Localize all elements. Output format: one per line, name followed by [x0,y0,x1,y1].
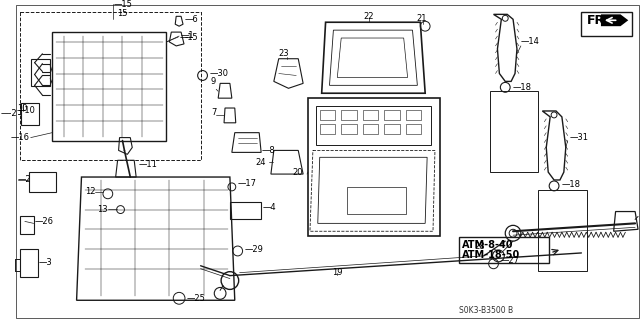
Text: 12: 12 [84,187,95,196]
Polygon shape [601,14,628,26]
Text: ATM-18-50: ATM-18-50 [462,250,520,260]
Bar [31,59,50,86]
Text: ATM-8-40: ATM-8-40 [462,240,514,250]
Text: 19: 19 [332,268,342,277]
Text: —8: —8 [261,146,275,155]
Text: 15: 15 [116,9,127,18]
Text: —29: —29 [244,244,264,254]
Bar [347,187,406,214]
Text: —25: —25 [187,294,206,303]
Text: 28: 28 [474,241,484,250]
Bar [384,110,400,120]
Bar [20,217,34,234]
Text: —11: —11 [138,160,157,169]
Text: 22: 22 [364,12,374,21]
Text: —26: —26 [35,217,54,226]
Text: —16: —16 [11,133,29,142]
Bar [460,237,549,263]
Text: —4: —4 [263,203,276,212]
Bar [230,202,261,219]
Text: —2: —2 [18,175,31,184]
Text: 7: 7 [211,108,216,117]
Bar [341,110,357,120]
Bar [363,124,378,134]
Text: —1: —1 [179,33,193,41]
Text: S0K3-B3500 B: S0K3-B3500 B [460,306,513,315]
Text: —31: —31 [570,133,589,142]
Text: 13: 13 [97,205,108,214]
Bar [538,190,588,271]
Text: 21: 21 [416,14,426,23]
Bar [581,12,632,36]
Bar [490,91,538,172]
Text: 23: 23 [278,49,289,58]
Bar [341,124,357,134]
Text: —18: —18 [562,181,581,189]
Bar [320,110,335,120]
Bar [384,124,400,134]
Text: —14: —14 [521,37,540,47]
Text: 10: 10 [17,104,28,113]
Text: 9: 9 [211,77,216,86]
Text: —5: —5 [185,33,198,41]
Text: —18: —18 [513,83,532,92]
Bar [363,110,378,120]
Bar [21,103,38,125]
Text: —6: —6 [185,15,199,24]
Text: —17: —17 [237,179,257,189]
Text: FR.: FR. [588,14,611,27]
Text: —1: —1 [180,31,194,40]
Text: 20: 20 [292,167,303,177]
Bar [406,110,421,120]
Bar [29,172,56,192]
Bar [316,106,431,145]
Text: —3: —3 [38,258,52,267]
Text: —15: —15 [114,0,132,9]
Bar [20,249,38,277]
Text: —10: —10 [17,107,36,115]
Text: —27: —27 [500,256,520,265]
Text: —30: —30 [209,69,228,78]
Bar [308,98,440,236]
Text: 24: 24 [255,158,266,167]
Bar [406,124,421,134]
Text: —-2: —-2 [1,109,17,118]
Bar [320,124,335,134]
